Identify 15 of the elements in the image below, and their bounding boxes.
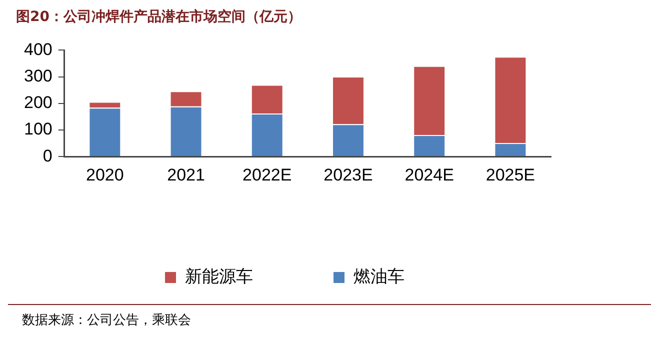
x-tick-label: 2024E [404, 165, 454, 184]
x-tick-label: 2022E [242, 165, 292, 184]
x-tick-label: 2025E [486, 165, 536, 184]
y-tick-label: 300 [24, 66, 52, 86]
y-tick-label: 0 [42, 146, 52, 166]
y-tick-label: 200 [24, 93, 52, 112]
y-tick-label: 400 [24, 40, 52, 59]
x-tick-label: 2021 [167, 165, 205, 184]
chart-title: 图20：公司冲焊件产品潜在市场空间（亿元） [16, 8, 302, 26]
x-tick-label: 2023E [324, 165, 373, 184]
source-note: 数据来源：公司公告，乘联会 [22, 312, 192, 329]
y-tick-label: 100 [24, 120, 52, 139]
legend-label: 新能源车 [185, 266, 253, 287]
x-tick-label: 2020 [86, 165, 124, 184]
legend-label: 燃油车 [354, 266, 404, 287]
